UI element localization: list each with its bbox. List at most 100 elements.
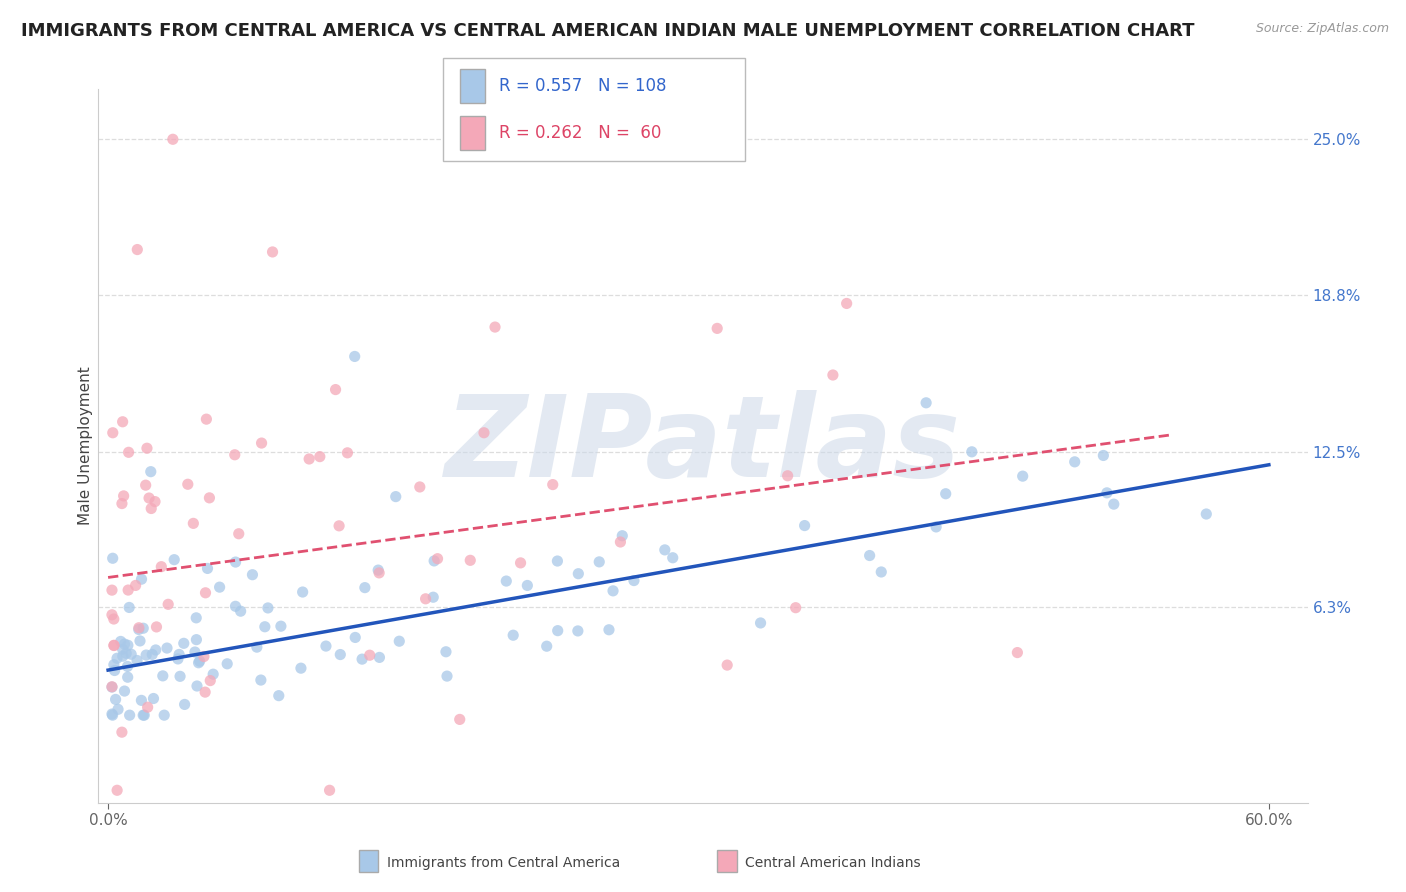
Point bbox=[115, 646, 138, 660]
Point bbox=[186, 679, 208, 693]
Text: Central American Indians: Central American Indians bbox=[745, 855, 921, 870]
Point bbox=[173, 698, 195, 712]
Point bbox=[110, 634, 132, 648]
Point bbox=[101, 607, 124, 622]
Point bbox=[1011, 469, 1033, 483]
Point bbox=[359, 648, 381, 663]
Point bbox=[139, 465, 162, 479]
Text: ZIPatlas: ZIPatlas bbox=[444, 391, 962, 501]
Point bbox=[749, 615, 772, 630]
Point bbox=[509, 556, 531, 570]
Point bbox=[111, 649, 134, 664]
Point bbox=[835, 296, 858, 310]
Point bbox=[602, 583, 624, 598]
Point bbox=[104, 664, 127, 678]
Point bbox=[118, 708, 141, 723]
Point bbox=[354, 581, 377, 595]
Point bbox=[103, 638, 125, 652]
Point bbox=[257, 601, 280, 615]
Point bbox=[138, 491, 160, 505]
Point bbox=[101, 583, 124, 598]
Point bbox=[107, 702, 129, 716]
Point bbox=[112, 489, 135, 503]
Point bbox=[870, 565, 893, 579]
Point bbox=[101, 425, 124, 440]
Point bbox=[188, 654, 211, 668]
Text: R = 0.262   N =  60: R = 0.262 N = 60 bbox=[499, 124, 661, 142]
Point bbox=[547, 624, 569, 638]
Point bbox=[132, 621, 155, 635]
Point bbox=[228, 526, 250, 541]
Point bbox=[1092, 449, 1115, 463]
Point bbox=[315, 639, 337, 653]
Point bbox=[103, 657, 125, 672]
Point bbox=[145, 643, 167, 657]
Point bbox=[422, 591, 444, 605]
Point bbox=[104, 692, 127, 706]
Point bbox=[661, 550, 683, 565]
Point bbox=[101, 680, 124, 694]
Point bbox=[588, 555, 610, 569]
Point bbox=[132, 708, 155, 723]
Point bbox=[135, 648, 157, 662]
Point bbox=[195, 412, 218, 426]
Point bbox=[136, 700, 159, 714]
Point bbox=[415, 591, 437, 606]
Point bbox=[609, 535, 631, 549]
Point bbox=[156, 641, 179, 656]
Point bbox=[202, 667, 225, 681]
Point bbox=[208, 580, 231, 594]
Point bbox=[654, 542, 676, 557]
Point bbox=[163, 552, 186, 566]
Point bbox=[516, 578, 538, 592]
Point bbox=[449, 713, 471, 727]
Point bbox=[793, 518, 815, 533]
Point bbox=[136, 441, 159, 455]
Point bbox=[567, 624, 589, 638]
Point bbox=[458, 553, 481, 567]
Point bbox=[111, 497, 134, 511]
Point bbox=[409, 480, 432, 494]
Point bbox=[183, 516, 205, 531]
Point bbox=[1063, 455, 1085, 469]
Point bbox=[167, 648, 190, 662]
Point bbox=[821, 368, 844, 382]
Point bbox=[105, 651, 128, 665]
Point bbox=[162, 132, 184, 146]
Point bbox=[131, 572, 153, 586]
Y-axis label: Male Unemployment: Male Unemployment bbox=[77, 367, 93, 525]
Point bbox=[103, 612, 125, 626]
Point bbox=[242, 567, 264, 582]
Point bbox=[117, 583, 139, 598]
Point bbox=[128, 621, 150, 635]
Point bbox=[785, 600, 807, 615]
Point bbox=[143, 494, 166, 508]
Point bbox=[169, 669, 191, 683]
Point bbox=[131, 693, 153, 707]
Point bbox=[426, 551, 449, 566]
Point bbox=[135, 478, 157, 492]
Point bbox=[1095, 486, 1118, 500]
Point bbox=[484, 320, 506, 334]
Point bbox=[217, 657, 239, 671]
Point bbox=[224, 599, 246, 614]
Text: R = 0.557   N = 108: R = 0.557 N = 108 bbox=[499, 77, 666, 95]
Point bbox=[328, 519, 350, 533]
Point bbox=[114, 637, 136, 651]
Point bbox=[105, 783, 128, 797]
Point bbox=[325, 383, 347, 397]
Point bbox=[200, 673, 222, 688]
Point bbox=[124, 578, 146, 592]
Point bbox=[117, 670, 139, 684]
Point bbox=[101, 708, 124, 723]
Point bbox=[384, 490, 406, 504]
Point bbox=[935, 487, 957, 501]
Point bbox=[536, 639, 558, 653]
Point bbox=[329, 648, 352, 662]
Point bbox=[173, 636, 195, 650]
Point bbox=[1102, 497, 1125, 511]
Point bbox=[250, 673, 273, 687]
Point bbox=[129, 634, 152, 648]
Point bbox=[623, 574, 645, 588]
Point bbox=[318, 783, 340, 797]
